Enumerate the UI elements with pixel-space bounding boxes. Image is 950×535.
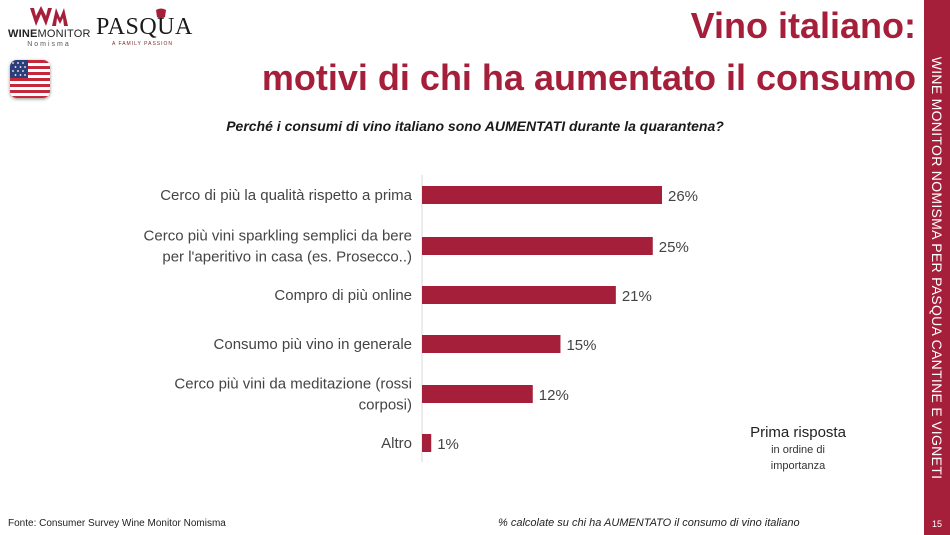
category-label: Compro di più online [274,287,412,304]
pasqua-crest-icon [156,8,166,19]
winemonitor-wordmark: WINEMONITOR [8,28,90,40]
winemonitor-mark-icon [30,6,68,26]
bar [422,186,662,204]
bar [422,335,561,353]
page-number: 15 [931,519,942,529]
category-label: Cerco di più la qualità rispetto a prima [160,187,412,204]
value-label: 21% [622,288,652,305]
winemonitor-logo: WINEMONITOR Nomisma [8,6,90,50]
category-label: Cerco più vini da meditazione (rossi corp… [174,376,412,414]
category-label-line: Consumo più vino in generale [214,336,412,353]
category-label: Cerco più vini sparkling semplici da ber… [144,228,412,266]
winemonitor-brand-bold: WINE [8,28,38,40]
note-title: Prima risposta [750,424,846,441]
winemonitor-sub: Nomisma [27,41,71,48]
note-subtitle-line-1: in ordine di [771,444,825,456]
note-subtitle-line-2: importanza [770,460,826,472]
page-title-line-1: Vino italiano: [690,5,916,46]
category-label-line: Altro [381,435,412,452]
pasqua-tagline: A FAMILY PASSION [112,41,174,47]
value-label: 12% [539,387,569,404]
side-banner-text: WINE MONITOR NOMISMA PER PASQUA CANTINE … [929,56,945,480]
category-label: Consumo più vino in generale [214,336,412,353]
category-label: Altro [381,435,412,452]
value-label: 26% [668,188,698,205]
note-box: Prima risposta in ordine di importanza [738,424,858,473]
category-label-line: per l'aperitivo in casa (es. Prosecco..) [162,249,412,266]
bar-chart: Cerco di più la qualità rispetto a prima… [144,175,698,462]
category-label-line: corposi) [359,397,412,414]
winemonitor-brand-thin: MONITOR [37,28,91,40]
bar [422,385,533,403]
category-label-line: Cerco di più la qualità rispetto a prima [160,187,412,204]
bar [422,237,653,255]
side-banner: WINE MONITOR NOMISMA PER PASQUA CANTINE … [924,0,950,535]
pasqua-name: PASQUA [96,14,193,40]
value-label: 25% [659,239,689,256]
category-label-line: Cerco più vini da meditazione (rossi [174,376,412,393]
bar [422,286,616,304]
pasqua-logo: PASQUA A FAMILY PASSION [96,8,193,48]
source-text: Fonte: Consumer Survey Wine Monitor Nomi… [8,518,226,529]
bar [422,434,432,452]
value-label: 15% [566,337,596,354]
category-label-line: Compro di più online [274,287,412,304]
page-title-line-2: motivi di chi ha aumentato il consumo [261,57,916,98]
us-flag-icon [10,60,50,98]
value-label: 1% [437,436,459,453]
chart-question: Perché i consumi di vino italiano sono A… [226,118,724,134]
category-label-line: Cerco più vini sparkling semplici da ber… [144,228,412,245]
footnote-text: % calcolate su chi ha AUMENTATO il consu… [498,517,800,529]
